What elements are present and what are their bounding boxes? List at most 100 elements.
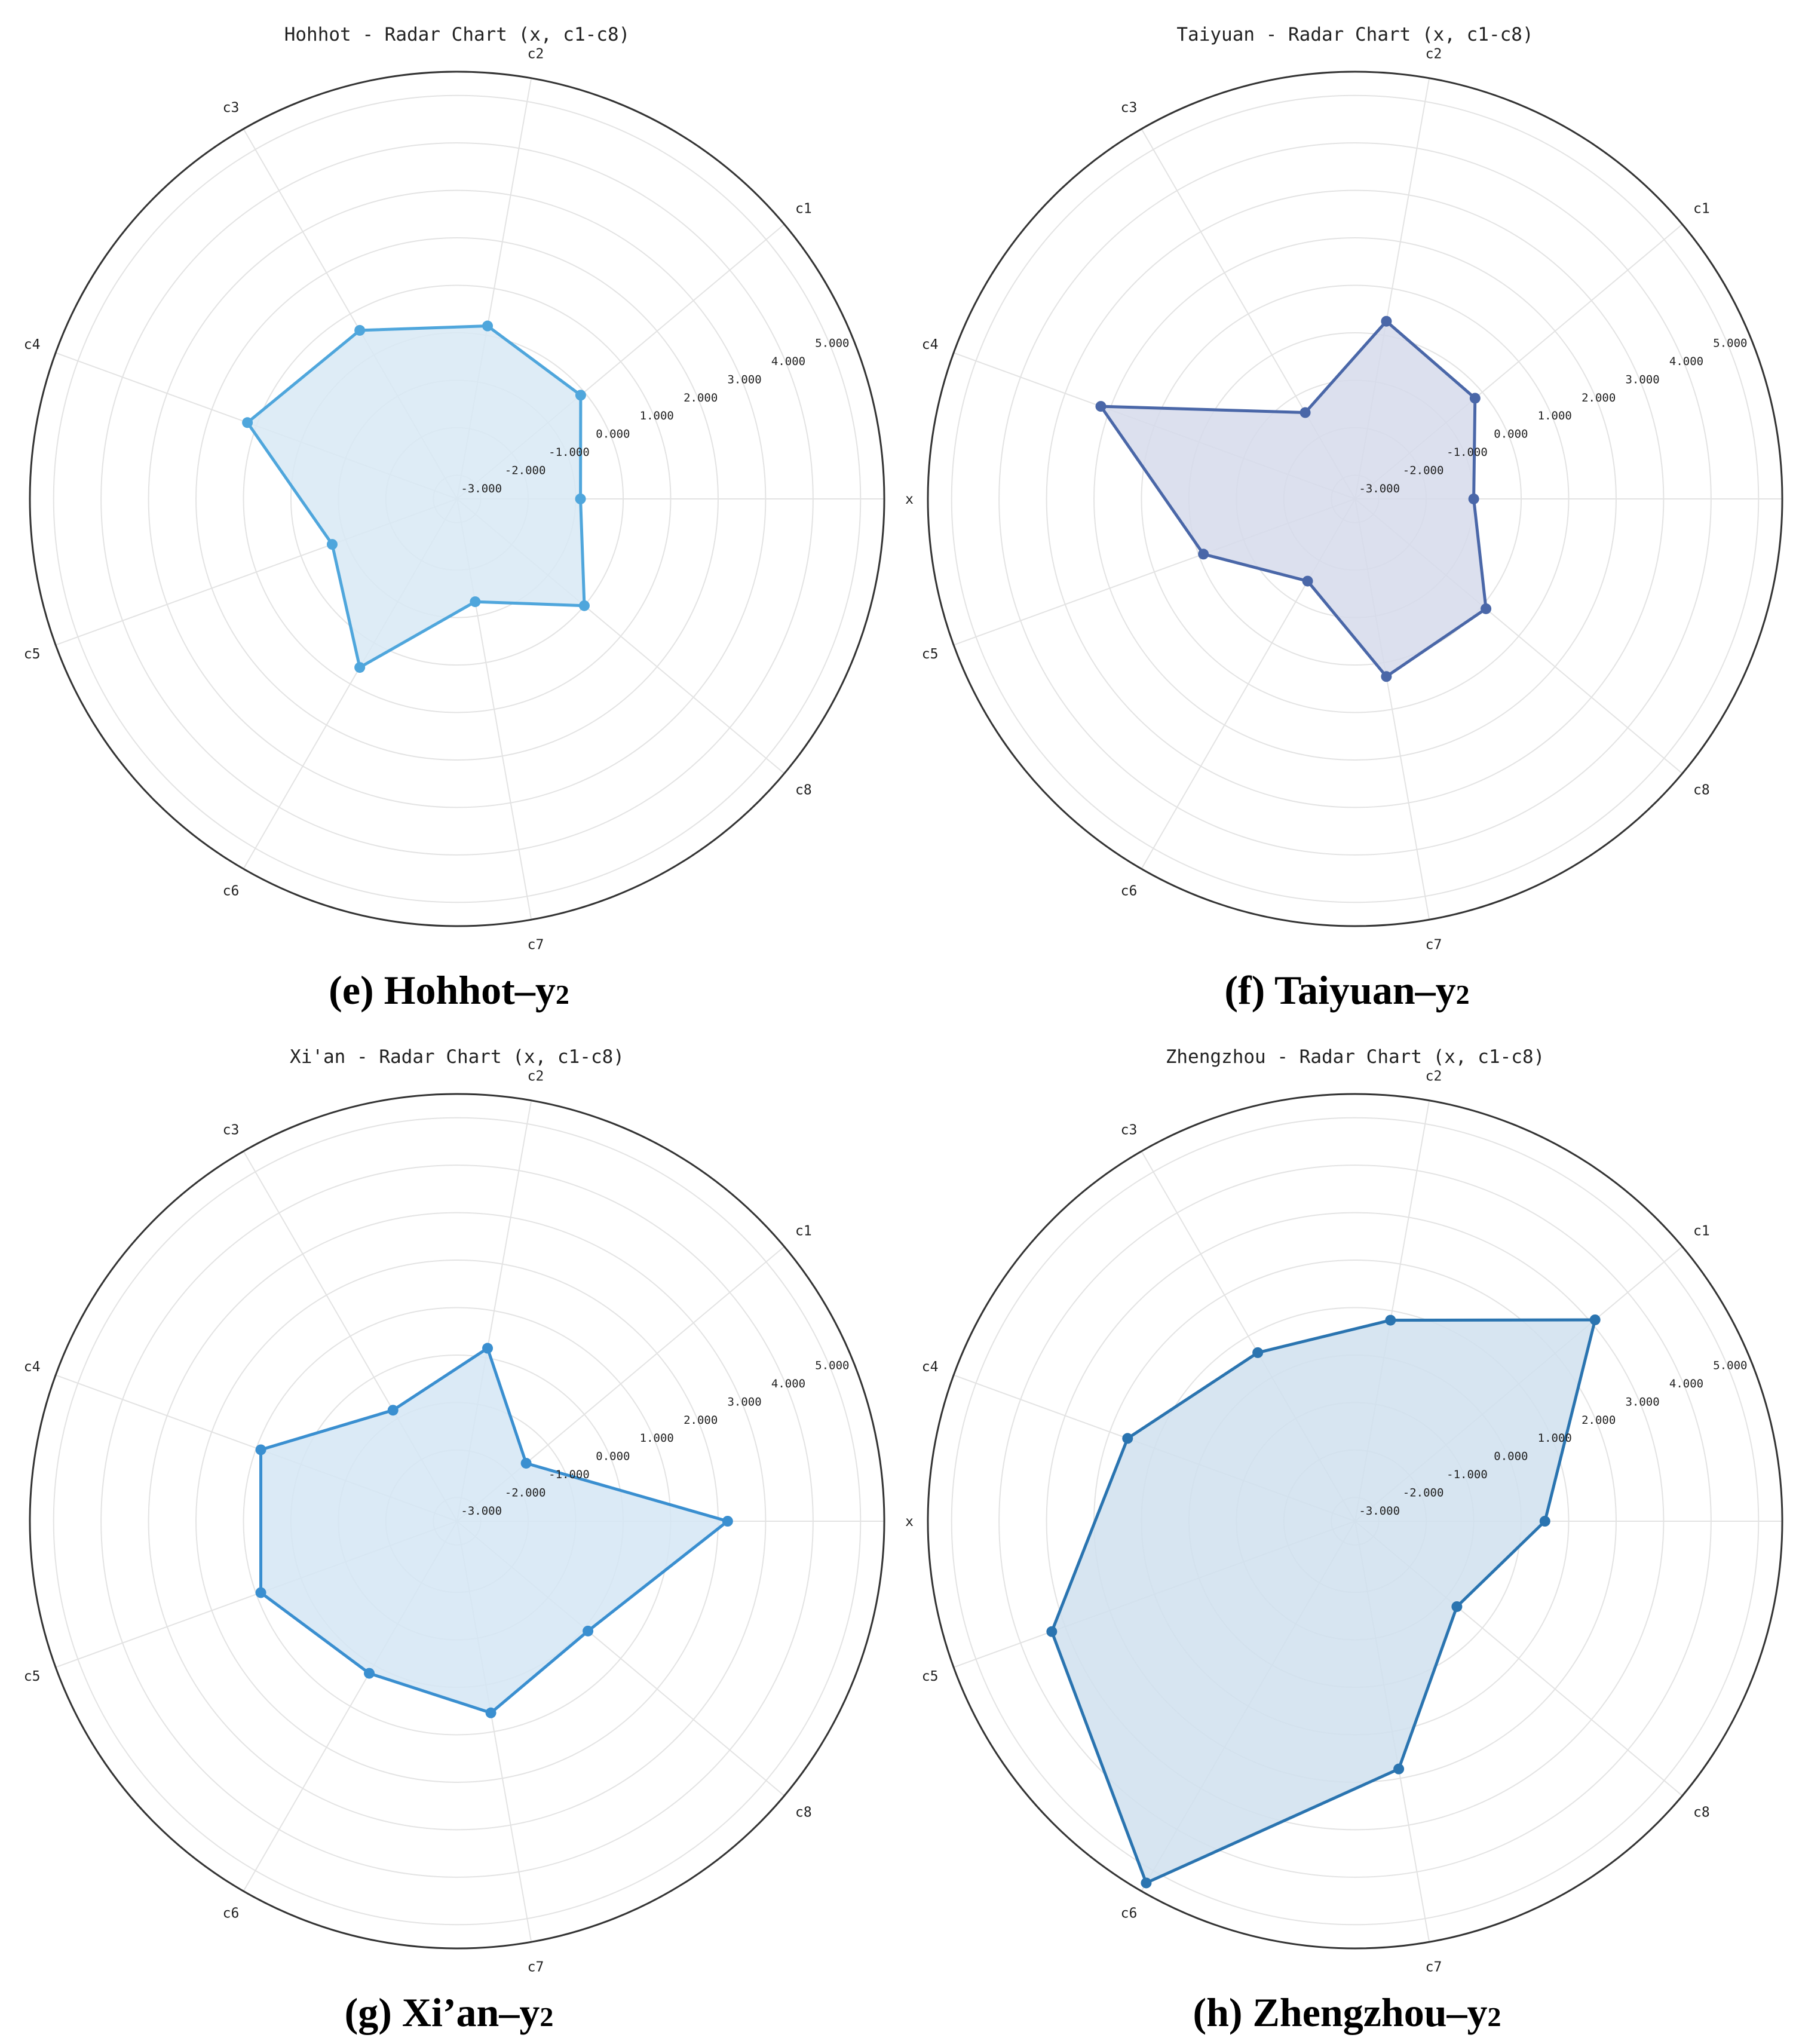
radar-panel-taiyuan: Taiyuan - Radar Chart (x, c1-c8) -3.000 -2… bbox=[898, 0, 1796, 1022]
axis-label-c1: c1 bbox=[1693, 1223, 1710, 1239]
data-point-c2 bbox=[482, 1343, 494, 1354]
axis-label-c6: c6 bbox=[223, 1906, 240, 1922]
axis-label-c3: c3 bbox=[223, 100, 240, 115]
data-point-x bbox=[722, 1516, 733, 1527]
tick-label: 0.000 bbox=[596, 428, 630, 441]
series-area bbox=[1050, 1318, 1597, 1884]
tick-label: 4.000 bbox=[771, 355, 805, 368]
tick-label: 2.000 bbox=[684, 391, 718, 404]
outer-frame bbox=[927, 71, 1783, 927]
axis-label-c5: c5 bbox=[24, 1669, 41, 1684]
data-point-c2 bbox=[482, 320, 494, 332]
caption-taiyuan: (f) Taiyuan–y2 bbox=[898, 967, 1796, 1014]
tick-label: -2.000 bbox=[1403, 1486, 1444, 1499]
axis-label-c2: c2 bbox=[528, 47, 544, 62]
axis-label-c5: c5 bbox=[922, 646, 939, 662]
tick-label: 5.000 bbox=[1713, 1359, 1747, 1372]
axis-label-c4: c4 bbox=[922, 337, 939, 353]
data-point-x bbox=[1539, 1516, 1550, 1527]
axis-label-c1: c1 bbox=[795, 201, 812, 216]
tick-label: 0.000 bbox=[596, 1450, 630, 1463]
axis-label-c2: c2 bbox=[1426, 47, 1442, 62]
axis-label-x: x bbox=[905, 1514, 914, 1530]
axis-label-c1: c1 bbox=[1693, 201, 1710, 216]
data-point-c8 bbox=[1481, 603, 1492, 614]
caption-zhengzhou: (h) Zhengzhou–y2 bbox=[898, 1989, 1796, 2036]
data-point-c1 bbox=[1589, 1314, 1601, 1325]
data-point-c3 bbox=[354, 324, 366, 336]
data-point-x bbox=[575, 494, 586, 504]
tick-label: -3.000 bbox=[1359, 482, 1400, 495]
data-point-c3 bbox=[1300, 407, 1311, 418]
data-point-c1 bbox=[520, 1457, 532, 1469]
caption-text: (g) Xi’an–y bbox=[344, 1990, 540, 2035]
axis-label-c4: c4 bbox=[922, 1359, 939, 1375]
axis-label-c4: c4 bbox=[24, 1359, 41, 1375]
tick-label: 2.000 bbox=[684, 1414, 718, 1427]
outer-frame bbox=[29, 71, 885, 927]
radar-panel-zhengzhou: Zhengzhou - Radar Chart (x, c1-c8) -3.000… bbox=[898, 1022, 1796, 2044]
caption-subscript: 2 bbox=[1455, 979, 1470, 1010]
data-point-c3 bbox=[387, 1405, 399, 1416]
axis-label-c7: c7 bbox=[1426, 1959, 1442, 1975]
outer-frame bbox=[29, 1093, 885, 1950]
axis-label-c7: c7 bbox=[528, 937, 544, 952]
tick-label: 5.000 bbox=[815, 1359, 849, 1372]
axis-label-c5: c5 bbox=[24, 646, 41, 662]
radar-chart-zhengzhou: Zhengzhou - Radar Chart (x, c1-c8) -3.000… bbox=[922, 1046, 1783, 1975]
data-point-c4 bbox=[242, 417, 253, 428]
data-point-c8 bbox=[579, 600, 590, 611]
axis-label-c3: c3 bbox=[1121, 1122, 1138, 1138]
data-point-c5 bbox=[1046, 1626, 1058, 1637]
chart-title: Zhengzhou - Radar Chart (x, c1-c8) bbox=[1166, 1046, 1545, 1068]
tick-label: 4.000 bbox=[771, 1377, 805, 1390]
axis-label-c3: c3 bbox=[1121, 100, 1138, 115]
data-point-c6 bbox=[1141, 1877, 1152, 1889]
axis-label-c7: c7 bbox=[528, 1959, 544, 1975]
axis-label-c6: c6 bbox=[1121, 1906, 1138, 1922]
caption-subscript: 2 bbox=[1487, 2002, 1501, 2032]
data-point-c2 bbox=[1381, 315, 1392, 327]
axis-label-c4: c4 bbox=[24, 337, 41, 353]
caption-subscript: 2 bbox=[540, 2002, 554, 2032]
tick-label: 1.000 bbox=[640, 1432, 674, 1445]
tick-label: 5.000 bbox=[1713, 337, 1747, 350]
axis-label-c8: c8 bbox=[1693, 1805, 1710, 1821]
data-point-c7 bbox=[1381, 671, 1392, 682]
data-point-c6 bbox=[1302, 575, 1313, 587]
data-point-c4 bbox=[1095, 401, 1107, 412]
data-point-c1 bbox=[575, 390, 586, 401]
caption-subscript: 2 bbox=[555, 979, 569, 1010]
tick-label: 2.000 bbox=[1582, 1414, 1616, 1427]
data-point-c8 bbox=[1451, 1601, 1463, 1612]
axis-label-c7: c7 bbox=[1426, 937, 1442, 952]
tick-label: 1.000 bbox=[1538, 1432, 1572, 1445]
axis-label-c8: c8 bbox=[795, 1805, 812, 1821]
radar-chart-xian: Xi'an - Radar Chart (x, c1-c8) -3.000-2.0… bbox=[24, 1046, 914, 1975]
data-point-c5 bbox=[255, 1587, 266, 1598]
radar-panel-xian: Xi'an - Radar Chart (x, c1-c8) -3.000 -2.0… bbox=[0, 1022, 914, 2044]
tick-label: -3.000 bbox=[461, 482, 502, 495]
tick-label: -2.000 bbox=[505, 1486, 546, 1499]
axis-label-c2: c2 bbox=[1426, 1069, 1442, 1084]
data-point-c3 bbox=[1252, 1347, 1264, 1358]
axis-label-c3: c3 bbox=[223, 1122, 240, 1138]
tick-label: 0.000 bbox=[1494, 1450, 1528, 1463]
axis-label-c2: c2 bbox=[528, 1069, 544, 1084]
data-point-c2 bbox=[1385, 1314, 1396, 1326]
axis-label-x: x bbox=[905, 492, 914, 507]
tick-label: 4.000 bbox=[1669, 1377, 1703, 1390]
chart-title: Taiyuan - Radar Chart (x, c1-c8) bbox=[1176, 24, 1533, 45]
radar-chart-hohhot: Hohhot - Radar Chart (x, c1-c8) -3.000-2.… bbox=[24, 24, 914, 952]
data-point-c4 bbox=[255, 1444, 266, 1455]
tick-label: -3.000 bbox=[1359, 1504, 1400, 1518]
series-area bbox=[259, 1347, 730, 1715]
axis-label-c8: c8 bbox=[1693, 783, 1710, 798]
tick-label: 4.000 bbox=[1669, 355, 1703, 368]
data-point-x bbox=[1468, 494, 1479, 504]
tick-label: -1.000 bbox=[1446, 446, 1488, 459]
tick-label: -1.000 bbox=[1446, 1468, 1488, 1481]
caption-text: (e) Hohhot–y bbox=[329, 967, 556, 1013]
chart-title: Hohhot - Radar Chart (x, c1-c8) bbox=[284, 24, 630, 45]
axis-label-c5: c5 bbox=[922, 1669, 939, 1684]
